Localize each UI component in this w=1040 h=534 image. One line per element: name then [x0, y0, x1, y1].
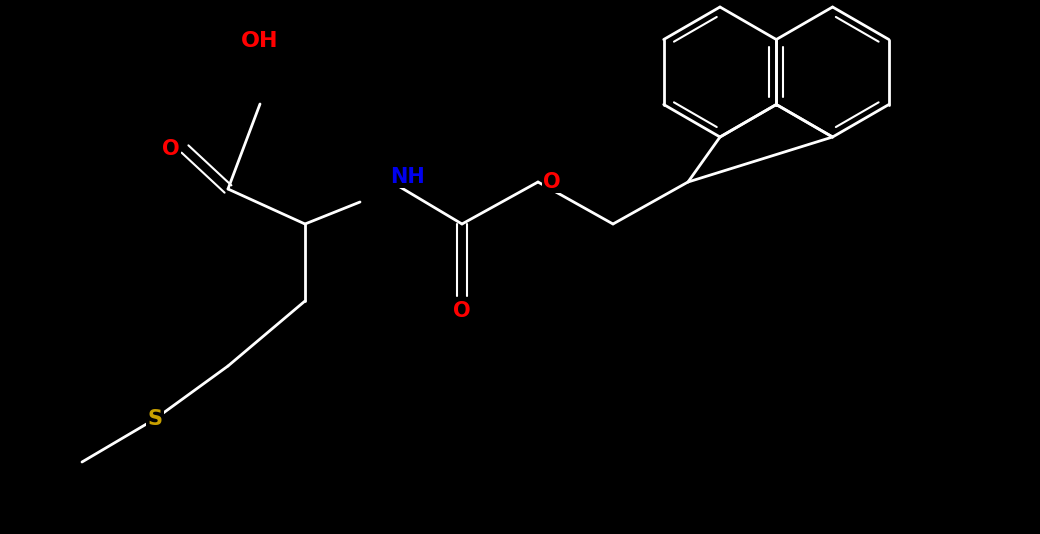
Text: O: O: [543, 172, 561, 192]
Text: S: S: [148, 409, 162, 429]
Text: NH: NH: [390, 167, 424, 187]
Text: OH: OH: [241, 31, 279, 51]
Text: O: O: [453, 301, 471, 321]
Text: O: O: [162, 139, 180, 159]
